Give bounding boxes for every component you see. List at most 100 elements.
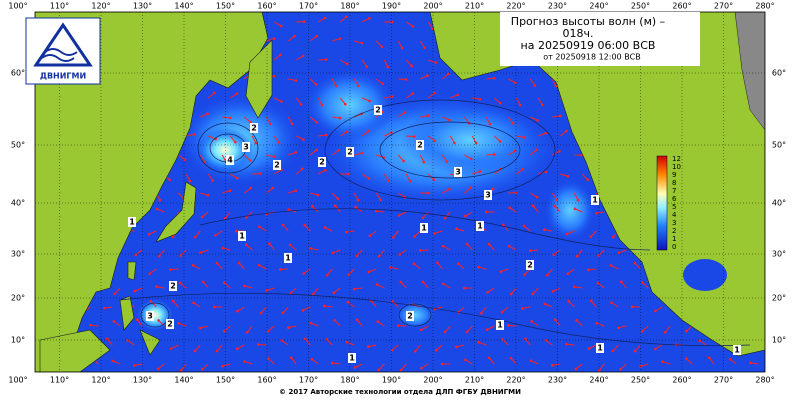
wind-arrow-head: [269, 123, 272, 126]
wind-arrow-head: [334, 204, 337, 207]
wind-arrow-head: [426, 74, 429, 77]
wind-arrow-head: [207, 194, 210, 197]
wind-arrow-head: [179, 282, 182, 285]
wind-arrow-head: [543, 228, 546, 231]
longitude-label: 120°: [91, 376, 110, 385]
wind-arrow-head: [597, 254, 600, 257]
wind-arrow-head: [479, 170, 482, 173]
wind-arrow-head: [255, 142, 258, 145]
contour-label: 2: [347, 148, 353, 157]
logo-text: ДВНИГМИ: [40, 72, 86, 81]
contour-label: 1: [421, 224, 427, 233]
wind-arrow-head: [448, 119, 451, 122]
longitude-label: 230°: [548, 2, 567, 11]
wind-arrow-head: [444, 331, 447, 334]
wind-arrow-head: [536, 119, 539, 122]
wind-arrow-head: [234, 141, 237, 144]
wind-arrow-head: [502, 223, 505, 226]
contour-label: 3: [243, 143, 249, 152]
wind-arrow-head: [423, 46, 426, 49]
wind-arrow-head: [315, 83, 318, 86]
wind-arrow-head: [414, 350, 417, 353]
wind-arrow-head: [291, 123, 294, 126]
contour-label: 1: [239, 232, 245, 241]
wind-arrow-head: [455, 228, 458, 231]
wind-arrow-head: [303, 20, 306, 23]
wind-arrow-head: [398, 253, 401, 256]
colorbar-label: 10: [672, 163, 681, 171]
wind-arrow-head: [634, 262, 637, 265]
longitude-label: 150°: [216, 2, 235, 11]
wind-arrow-head: [169, 268, 172, 271]
wind-arrow-head: [375, 210, 378, 213]
wind-arrow-head: [477, 341, 480, 344]
wind-arrow-head: [589, 236, 592, 239]
wind-arrow-head: [530, 359, 533, 362]
wind-arrow-head: [361, 152, 364, 155]
wind-arrow-head: [409, 180, 412, 183]
wind-arrow-head: [337, 149, 340, 152]
wind-arrow-head: [529, 249, 532, 252]
wind-arrow-head: [455, 346, 458, 349]
wind-arrow-head: [295, 189, 298, 192]
colorbar-label: 7: [672, 187, 676, 195]
wind-arrow-head: [324, 226, 327, 229]
contour-label: 2: [527, 261, 533, 270]
wind-arrow-head: [444, 217, 447, 220]
wind-arrow-head: [278, 141, 281, 144]
colorbar-label: 9: [672, 171, 676, 179]
wind-arrow-head: [489, 123, 492, 126]
wind-arrow-head: [565, 130, 568, 133]
latitude-label: 60°: [11, 69, 25, 78]
colorbar-label: 12: [672, 155, 681, 163]
wind-arrow-head: [302, 55, 305, 58]
wind-arrow-head: [612, 350, 615, 353]
wind-arrow-head: [368, 177, 371, 180]
wind-arrow-head: [378, 255, 381, 258]
colorbar-label: 1: [672, 235, 676, 243]
wind-arrow-head: [290, 356, 293, 359]
wind-arrow-head: [172, 300, 175, 303]
wind-arrow-head: [202, 280, 205, 283]
wind-arrow-head: [365, 65, 368, 68]
wind-arrow-head: [367, 345, 370, 348]
longitude-label: 150°: [216, 376, 235, 385]
longitude-label: 110°: [50, 2, 69, 11]
wind-arrow-head: [544, 303, 547, 306]
contour-label: 1: [349, 354, 355, 363]
contour-label: 4: [227, 156, 233, 165]
wind-arrow-head: [236, 310, 239, 313]
wind-arrow-head: [612, 236, 615, 239]
wind-arrow-head: [357, 85, 360, 88]
wind-arrow-head: [324, 17, 327, 20]
wind-arrow-head: [213, 92, 216, 95]
wind-arrow-head: [273, 155, 276, 158]
contour-label: 3: [455, 168, 461, 177]
wind-arrow-head: [499, 140, 502, 143]
wind-arrow-head: [532, 205, 535, 208]
colorbar: [657, 156, 667, 250]
wind-arrow-head: [345, 231, 348, 234]
wind-arrow-head: [488, 357, 491, 360]
wind-arrow-head: [405, 78, 408, 81]
longitude-label: 250°: [631, 376, 650, 385]
wind-arrow-head: [413, 135, 416, 138]
wind-arrow-head: [654, 310, 657, 313]
wind-arrow-head: [267, 357, 270, 360]
longitude-label: 210°: [465, 2, 484, 11]
wind-arrow-head: [193, 133, 196, 136]
wind-arrow-head: [113, 320, 116, 323]
wind-arrow-head: [488, 243, 491, 246]
wind-arrow-head: [279, 268, 282, 271]
wind-arrow-head: [397, 324, 400, 327]
wind-arrow-head: [280, 25, 283, 28]
wind-arrow-head: [156, 208, 159, 211]
issued-time: от 20250918 12:00 ВСВ: [543, 53, 641, 62]
wind-arrow-head: [180, 369, 183, 372]
wind-arrow-head: [223, 281, 226, 284]
wind-arrow-head: [150, 300, 153, 303]
wind-arrow-head: [541, 104, 544, 107]
wind-arrow-head: [685, 357, 688, 360]
wind-arrow-head: [554, 318, 557, 321]
contour-label: 1: [497, 321, 503, 330]
